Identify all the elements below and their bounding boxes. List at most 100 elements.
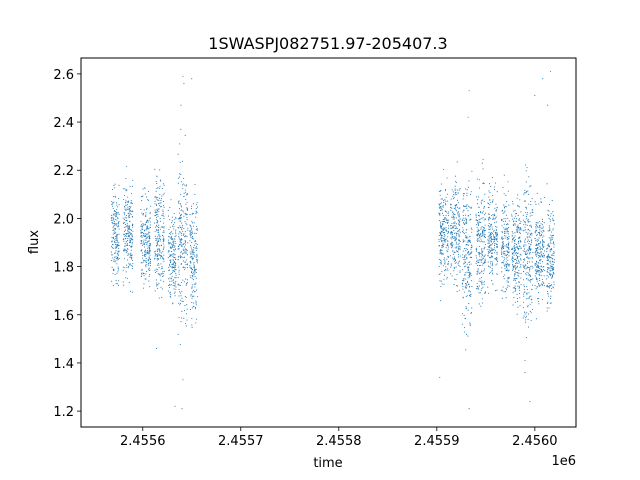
data-point [130, 233, 132, 235]
data-point [457, 212, 459, 214]
data-point [178, 237, 180, 239]
data-point [524, 291, 526, 293]
data-point [451, 227, 453, 229]
data-point [441, 202, 443, 204]
data-point [174, 268, 176, 270]
data-point [447, 219, 449, 221]
data-point [113, 241, 116, 243]
data-point [140, 269, 142, 271]
data-point [145, 221, 147, 223]
data-point [490, 228, 492, 230]
data-point [467, 269, 469, 271]
data-point [519, 222, 521, 224]
data-point [126, 208, 128, 211]
data-point [552, 219, 554, 221]
data-point [440, 249, 442, 251]
data-point [553, 251, 555, 253]
data-point [453, 232, 456, 234]
data-point [160, 268, 162, 270]
data-point [483, 268, 485, 270]
data-point [443, 257, 446, 259]
data-point [168, 250, 170, 252]
data-point [175, 286, 177, 288]
data-point [115, 239, 117, 241]
data-point [118, 257, 120, 259]
data-point [453, 193, 455, 196]
data-point [517, 300, 519, 302]
data-point [455, 210, 458, 212]
data-point [527, 229, 529, 231]
data-point [441, 220, 443, 223]
data-point [184, 251, 186, 253]
data-point [186, 216, 188, 218]
data-point [523, 244, 525, 246]
data-point [124, 235, 127, 237]
data-point [442, 238, 444, 240]
data-point [159, 240, 161, 242]
data-point [483, 206, 485, 208]
data-point [552, 264, 554, 266]
data-point [162, 258, 164, 260]
data-point [438, 239, 440, 241]
data-point [548, 237, 550, 239]
data-point [129, 256, 131, 258]
data-point [182, 279, 184, 281]
data-point [539, 220, 541, 222]
data-point [156, 241, 158, 243]
data-point [157, 287, 159, 289]
data-point [526, 289, 528, 291]
data-point [518, 285, 520, 287]
data-point [529, 295, 531, 297]
data-point [180, 104, 182, 106]
data-point [193, 306, 195, 308]
data-point [125, 199, 127, 201]
data-point [534, 252, 536, 254]
data-point [550, 262, 552, 264]
data-point [144, 278, 146, 280]
data-point [161, 266, 163, 268]
data-point [175, 231, 177, 233]
data-point [178, 302, 180, 304]
data-point [466, 263, 468, 265]
data-point [196, 204, 198, 206]
data-point [453, 237, 455, 240]
data-point [541, 298, 543, 300]
data-point [496, 245, 499, 247]
data-point [162, 236, 164, 238]
data-point [116, 263, 118, 265]
data-point [535, 269, 537, 271]
data-point [512, 257, 514, 260]
data-point [141, 234, 143, 237]
data-point [450, 206, 452, 209]
data-point [462, 217, 464, 219]
data-point [450, 209, 452, 211]
data-point [518, 227, 520, 229]
data-point [443, 270, 446, 272]
data-point [163, 280, 165, 282]
data-point [129, 228, 131, 230]
data-point [465, 236, 467, 239]
data-point [528, 235, 530, 237]
data-point [113, 232, 115, 234]
data-point [185, 235, 187, 237]
data-point [450, 203, 452, 205]
data-point [186, 259, 188, 261]
data-point [507, 259, 509, 261]
data-point [513, 250, 516, 253]
data-point [525, 321, 527, 323]
data-point [441, 245, 444, 247]
data-point [145, 278, 147, 280]
data-point [190, 246, 192, 248]
data-point [496, 247, 498, 249]
data-point [539, 245, 541, 247]
data-point [507, 262, 509, 264]
data-point [457, 263, 459, 265]
data-point [551, 270, 553, 272]
data-point [479, 233, 481, 235]
data-point [508, 241, 510, 243]
data-point [128, 206, 130, 208]
data-point [148, 228, 150, 230]
data-point [527, 313, 529, 315]
data-point [547, 247, 549, 249]
data-point [535, 250, 537, 252]
